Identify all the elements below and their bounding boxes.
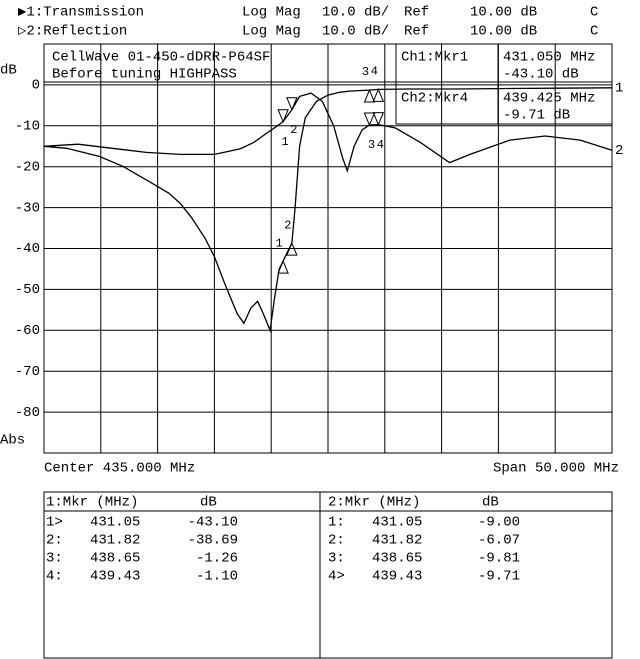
table-cell: 2: [46,533,63,549]
marker-label: 2 [284,218,291,232]
header-field: 10.00 dB [470,24,537,40]
header-field: Log Mag [242,5,301,21]
table-cell: -1.10 [196,569,238,585]
header-field: 10.00 dB [470,5,537,21]
table-cell: -43.10 [188,515,238,531]
y-tick-label: 0 [32,78,40,94]
header-field: Ref [404,5,429,21]
readout-value: -9.71 dB [503,108,570,124]
y-tick-label: -60 [15,323,40,339]
trace-label: 2 [615,143,623,159]
table-cell: 3: [328,551,345,567]
table-cell: 438.65 [90,551,140,567]
table-cell: 438.65 [372,551,422,567]
header-field: C [590,24,598,40]
header-field: Ref [404,24,429,40]
table-cell: -6.07 [478,533,520,549]
readout-value: 431.050 MHz [503,50,595,66]
marker [363,88,376,103]
marker [277,259,289,274]
marker [372,112,385,126]
table-cell: -9.00 [478,515,520,531]
trace [43,87,613,333]
readout-value: 439.425 MHz [503,91,595,107]
table-header: 2:Mkr (MHz) [328,495,420,511]
marker-label: 4 [371,65,378,79]
header-field: Log Mag [242,24,301,40]
readout-label: Ch2:Mkr4 [401,91,468,107]
marker-label: 1 [282,135,289,149]
readout-label: Ch1:Mkr1 [401,50,468,66]
y-tick-label: -50 [15,282,40,298]
trace [43,92,613,173]
header-field: 10.0 dB/ [322,5,389,21]
table-cell: 439.43 [372,569,422,585]
table-cell: 439.43 [90,569,140,585]
y-axis-label: dB [0,63,17,79]
table-cell: 4: [46,569,63,585]
table-cell: 431.82 [90,533,140,549]
table-header: 1:Mkr (MHz) [46,495,138,511]
table-cell: -9.81 [478,551,520,567]
table-cell: 1> [46,515,63,531]
marker-label: 3 [362,65,369,79]
x-end-label: Span 50.000 MHz [493,461,619,477]
marker [286,97,298,112]
table-header: dB [200,495,217,511]
table-frame [43,491,613,659]
marker [286,241,298,256]
table-cell: 2: [328,533,345,549]
table-cell: 431.05 [372,515,422,531]
table-cell: -9.71 [478,569,520,585]
header-field: ▶1:Transmission [18,5,144,21]
y-tick-label: -30 [15,200,40,216]
table-header: dB [482,495,499,511]
readout-value: -43.10 dB [503,67,579,83]
table-cell: 4> [328,569,345,585]
table-cell: -38.69 [188,533,238,549]
marker [363,112,376,127]
y-tick-label: -20 [15,159,40,175]
marker-label: 1 [276,236,283,250]
table-cell: 1: [328,515,345,531]
header-field: ▷2:Reflection [18,24,127,40]
marker-label: 2 [290,123,297,137]
marker-label: 3 [368,138,375,152]
x-start-label: Center 435.000 MHz [44,461,195,477]
marker [372,88,385,102]
y-tick-label: -10 [15,119,40,135]
marker-label: 4 [377,138,384,152]
y-tick-label: -40 [15,241,40,257]
table-cell: 431.05 [90,515,140,531]
trace-label: 1 [615,80,623,96]
table-cell: 431.82 [372,533,422,549]
header-field: 10.0 dB/ [322,24,389,40]
annotation: Before tuning HIGHPASS [52,67,237,83]
y-axis-label: Abs [0,433,25,449]
header-field: C [590,5,598,21]
table-cell: -1.26 [196,551,238,567]
table-cell: 3: [46,551,63,567]
marker [277,109,289,124]
annotation: CellWave 01-450-dDRR-P64SF [52,50,270,66]
y-tick-label: -80 [15,405,40,421]
y-tick-label: -70 [15,364,40,380]
